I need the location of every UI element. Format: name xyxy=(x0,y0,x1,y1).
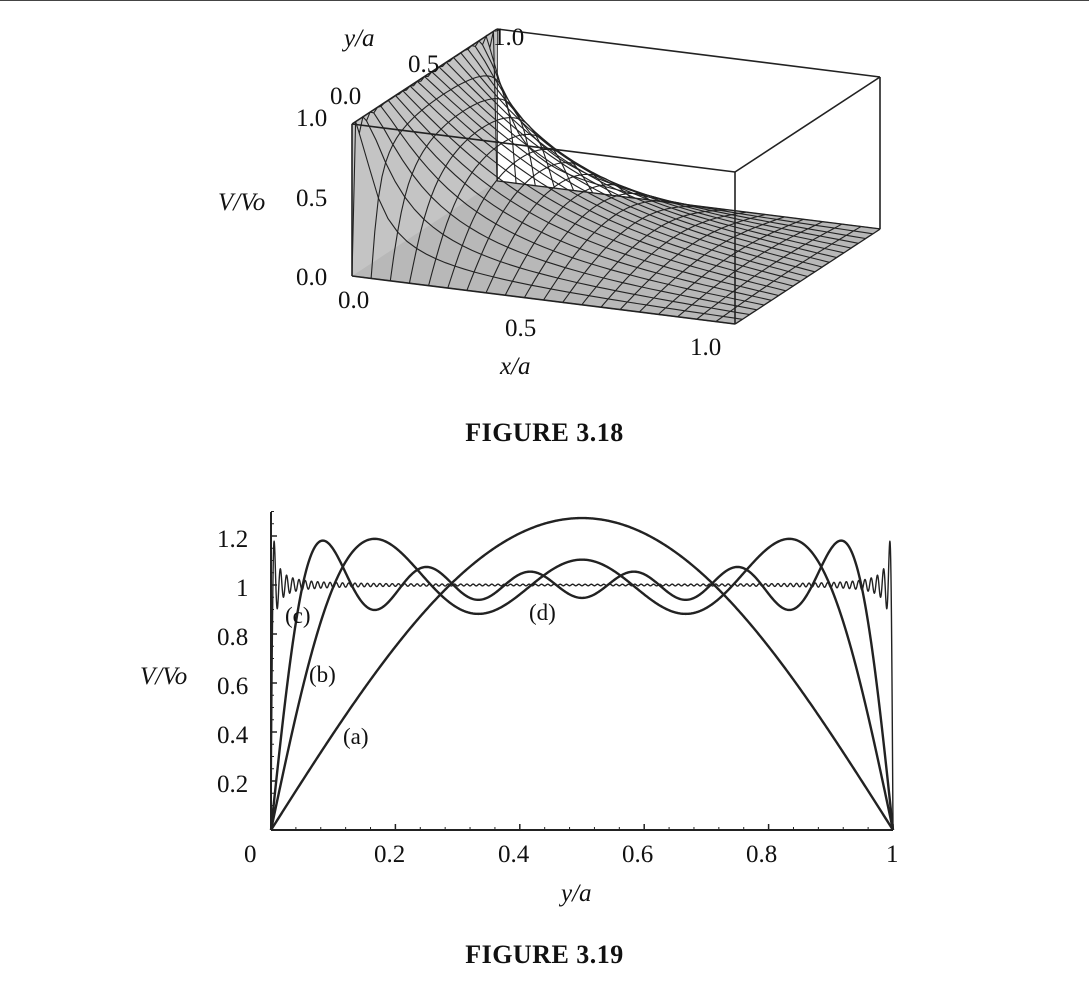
line-plot: 0 0.2 0.4 0.6 0.8 1 0.2 0.4 0.6 0.8 1 1.… xyxy=(140,511,899,907)
box-edge xyxy=(351,123,736,173)
surface-wall xyxy=(352,29,497,276)
surface-plot: 0.0 0.5 1.0 x/a 0.0 0.5 1.0 y/a 0.0 0.5 … xyxy=(218,24,881,380)
series-line-c xyxy=(269,539,895,831)
y-tick-label-2: 0.6 xyxy=(217,673,248,700)
mesh-line-y xyxy=(358,133,743,320)
y-tick-label-1: 0.4 xyxy=(217,722,249,749)
mesh-line-y xyxy=(402,90,786,292)
mesh-line-y xyxy=(445,61,830,263)
x-tick-0: 0.0 xyxy=(338,287,369,314)
box-edge xyxy=(351,275,736,325)
curve-label-b: (b) xyxy=(309,662,336,687)
figure-3-19-caption: FIGURE 3.19 xyxy=(465,940,624,969)
y-tick-0: 0.0 xyxy=(330,83,361,110)
x-tick-label-4: 0.8 xyxy=(746,841,777,868)
mesh-line-y xyxy=(395,95,779,297)
x-tick-label-5: 1 xyxy=(886,841,899,868)
y-tick-label-3: 0.8 xyxy=(217,624,248,651)
z-tick-2: 1.0 xyxy=(296,105,327,132)
x-tick-label-0: 0 xyxy=(244,841,257,868)
box-edge xyxy=(734,76,881,173)
surface-box-front xyxy=(351,28,881,325)
z-axis-label: V/Vo xyxy=(218,189,265,216)
x-tick-1: 0.5 xyxy=(505,315,536,342)
mesh-line-y xyxy=(438,66,823,268)
mesh-line-y xyxy=(424,76,808,278)
mesh-line-y xyxy=(373,112,757,311)
x-tick-2: 1.0 xyxy=(690,334,721,361)
x-tick-label-3: 0.6 xyxy=(622,841,653,868)
series-line-b xyxy=(269,537,895,831)
mesh-line-y xyxy=(431,71,815,273)
curve-label-a: (a) xyxy=(343,724,369,749)
plot-curves xyxy=(269,516,895,831)
z-tick-1: 0.5 xyxy=(296,185,327,212)
x-axis-label: y/a xyxy=(558,880,592,907)
top-rule xyxy=(0,0,1089,1)
mesh-line-y xyxy=(380,106,765,306)
box-edge xyxy=(351,28,498,125)
surface-mesh xyxy=(351,31,881,325)
mesh-line-y xyxy=(489,47,873,235)
mesh-line-y xyxy=(453,57,837,259)
z-tick-0: 0.0 xyxy=(296,264,327,291)
y-tick-label-0: 0.2 xyxy=(217,771,248,798)
curve-label-d: (d) xyxy=(529,600,556,625)
mesh-line-y xyxy=(416,80,801,282)
curve-label-c: (c) xyxy=(285,603,311,628)
y-axis-label: y/a xyxy=(341,25,375,52)
mesh-line-y xyxy=(409,85,794,287)
mesh-line-y xyxy=(460,52,844,254)
box-edge xyxy=(496,28,881,78)
x-tick-label-2: 0.4 xyxy=(498,841,530,868)
y-tick-2: 1.0 xyxy=(493,24,524,51)
surface-fill xyxy=(352,29,880,324)
y-tick-label-5: 1.2 xyxy=(217,526,248,553)
x-axis-label: x/a xyxy=(499,353,531,380)
mesh-line-y xyxy=(387,100,772,301)
mesh-line-y xyxy=(496,180,881,230)
y-axis-label: V/Vo xyxy=(140,663,187,690)
y-tick-label-4: 1 xyxy=(236,575,249,602)
figure-3-18-caption: FIGURE 3.18 xyxy=(465,418,624,447)
y-tick-1: 0.5 xyxy=(408,51,439,78)
series-line-a xyxy=(269,516,895,831)
series-line-d xyxy=(270,540,894,831)
mesh-line-y xyxy=(366,120,750,316)
x-tick-label-1: 0.2 xyxy=(374,841,405,868)
